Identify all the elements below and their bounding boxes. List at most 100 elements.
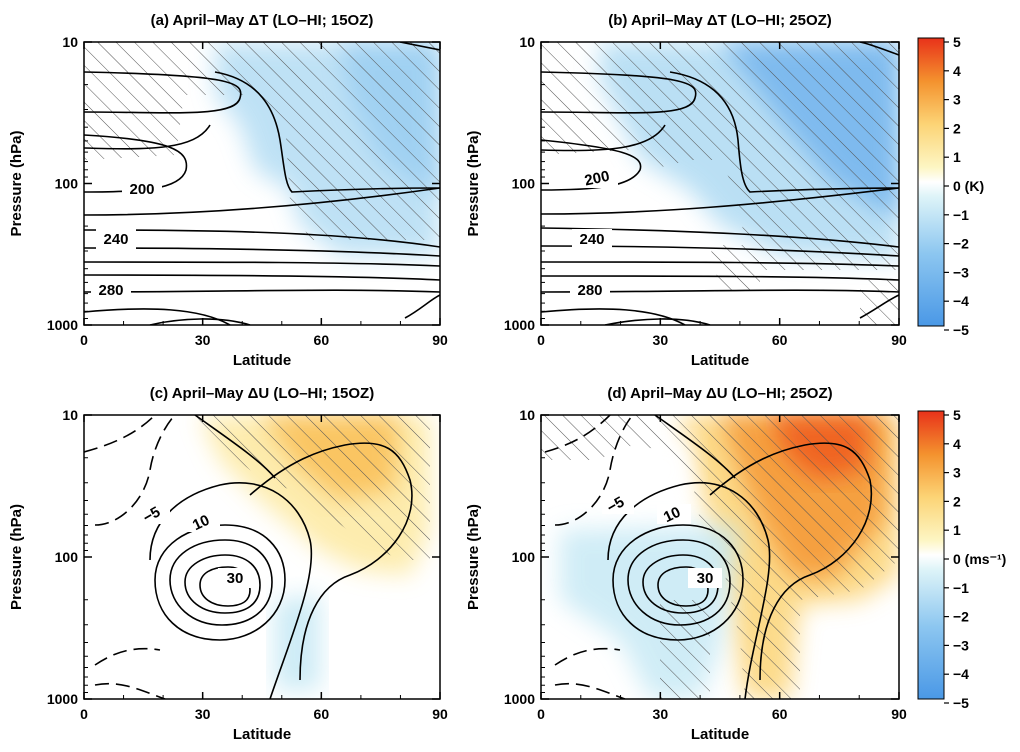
y-tick-label: 1000 bbox=[504, 317, 535, 333]
y-tick-label: 1000 bbox=[504, 691, 535, 707]
axes: 0 30 60 90 10 100 1000 Latitude Pressure (hPa) bbox=[8, 407, 448, 743]
colorbar-tick-label: −2 bbox=[953, 236, 969, 252]
x-axis-label: Latitude bbox=[691, 352, 749, 369]
panel-title: (a) April–May ΔT (LO–HI; 15OZ) bbox=[151, 12, 374, 29]
contour-label-box bbox=[570, 280, 610, 300]
x-tick-label: 0 bbox=[80, 706, 88, 722]
contour-label-box bbox=[186, 512, 220, 532]
x-axis-label: Latitude bbox=[691, 726, 749, 743]
y-axis-label: Pressure (hPa) bbox=[465, 504, 482, 610]
contour-label-30: 30 bbox=[697, 570, 714, 587]
contour-label-box bbox=[572, 229, 612, 249]
significance-hatching-lower bbox=[660, 600, 710, 699]
contour-label-box bbox=[688, 568, 722, 588]
y-tick-label: 10 bbox=[62, 34, 78, 50]
colorbar-ticks: 5 4 3 2 1 0 (ms⁻¹) −1 −2 −3 −4 −5 bbox=[944, 407, 1006, 711]
colorbar-tick-label: 2 bbox=[953, 120, 961, 136]
y-axis-label: Pressure (hPa) bbox=[8, 131, 25, 237]
colorbar-tick-label: 4 bbox=[953, 436, 961, 452]
colorbar-tick-label: −3 bbox=[953, 637, 969, 653]
x-tick-label: 30 bbox=[653, 706, 669, 722]
colorbar-tick-label: 3 bbox=[953, 465, 961, 481]
colorbar-wind bbox=[917, 410, 945, 700]
colorbar-tick-label: 3 bbox=[953, 92, 961, 108]
significance-hatching bbox=[84, 42, 440, 240]
axes: 0 30 60 90 10 100 1000 Latitude Pressure (hPa) bbox=[465, 34, 907, 369]
x-tick-label: 90 bbox=[432, 706, 448, 722]
contour-label-box bbox=[96, 229, 136, 249]
y-tick-label: 10 bbox=[62, 407, 78, 423]
colorbar-tick-label: 4 bbox=[953, 63, 961, 79]
contour-label-10: 10 bbox=[190, 512, 212, 534]
colorbar-tick-label: −5 bbox=[953, 322, 969, 338]
colorbar-tick-label: −1 bbox=[953, 580, 969, 596]
contour-label-240: 240 bbox=[579, 231, 604, 248]
x-tick-label: 30 bbox=[195, 332, 211, 348]
colorbar-tick-label: −4 bbox=[953, 293, 969, 309]
y-axis-label: Pressure (hPa) bbox=[8, 504, 25, 610]
panel-title: (b) April–May ΔT (LO–HI; 25OZ) bbox=[608, 12, 832, 29]
x-tick-label: 30 bbox=[195, 706, 211, 722]
colorbar-tick-label: 5 bbox=[953, 407, 961, 423]
x-tick-label: 0 bbox=[80, 332, 88, 348]
colorbar-temperature bbox=[917, 37, 945, 327]
contour-label-30: 30 bbox=[227, 570, 244, 587]
y-tick-label: 10 bbox=[519, 407, 535, 423]
contour-label-box bbox=[578, 168, 618, 188]
x-axis-label: Latitude bbox=[233, 352, 291, 369]
contour-label-minus5: −5 bbox=[604, 493, 627, 516]
contour-label-box bbox=[91, 280, 131, 300]
contour-label-minus5: −5 bbox=[140, 503, 163, 526]
panel-b: 200 240 280 (b) April–May ΔT (LO–HI; 25O… bbox=[465, 12, 984, 369]
x-tick-label: 30 bbox=[653, 332, 669, 348]
contour-label-240: 240 bbox=[103, 231, 128, 248]
contour-label-box bbox=[122, 179, 162, 199]
panel-title: (c) April–May ΔU (LO–HI; 15OZ) bbox=[150, 385, 374, 402]
colorbar-tick-label: −2 bbox=[953, 609, 969, 625]
wind-contours bbox=[84, 415, 413, 699]
contour-label-box bbox=[138, 504, 170, 524]
y-tick-label: 1000 bbox=[47, 691, 78, 707]
y-tick-label: 100 bbox=[512, 549, 536, 565]
contour-label-200: 200 bbox=[583, 168, 611, 190]
significance-hatching-lower bbox=[710, 245, 760, 290]
colorbar-tick-label: 5 bbox=[953, 34, 961, 50]
temperature-contours bbox=[84, 42, 440, 325]
y-tick-label: 100 bbox=[512, 176, 536, 192]
wind-anomaly-neutral bbox=[600, 440, 690, 500]
x-tick-label: 0 bbox=[537, 706, 545, 722]
x-tick-label: 0 bbox=[537, 332, 545, 348]
axes: 0 30 60 90 10 100 1000 Latitude Pressure (hPa) bbox=[8, 34, 448, 369]
colorbar-ticks: 5 4 3 2 1 0 (K) −1 −2 −3 −4 −5 bbox=[944, 34, 984, 338]
colorbar-tick-label: −4 bbox=[953, 666, 969, 682]
x-tick-label: 60 bbox=[314, 706, 330, 722]
colorbar-label: 0 (ms⁻¹) bbox=[953, 551, 1006, 567]
colorbar-tick-label: 1 bbox=[953, 522, 961, 538]
colorbar-tick-label: −3 bbox=[953, 264, 969, 280]
significance-hatching bbox=[195, 415, 430, 560]
significance-hatching-corner bbox=[860, 280, 899, 325]
contour-label-box bbox=[218, 568, 252, 588]
contour-label-box bbox=[657, 504, 691, 524]
wind-anomaly-negative bbox=[560, 525, 740, 699]
significance-hatching bbox=[541, 415, 899, 699]
y-tick-label: 100 bbox=[55, 549, 79, 565]
x-tick-label: 90 bbox=[891, 332, 907, 348]
x-tick-label: 60 bbox=[772, 332, 788, 348]
colorbar-label: 0 (K) bbox=[953, 178, 984, 194]
y-tick-label: 10 bbox=[519, 34, 535, 50]
panel-title: (d) April–May ΔU (LO–HI; 25OZ) bbox=[607, 385, 832, 402]
contour-label-280: 280 bbox=[98, 282, 123, 299]
x-tick-label: 60 bbox=[314, 332, 330, 348]
contour-label-280: 280 bbox=[577, 282, 602, 299]
contour-label-200: 200 bbox=[129, 181, 154, 198]
colorbar-tick-label: 2 bbox=[953, 493, 961, 509]
significance-hatching bbox=[541, 42, 899, 270]
colorbar-tick-label: 1 bbox=[953, 149, 961, 165]
panel-d: −5 10 30 (d) April–May ΔU (LO–HI; 25OZ) … bbox=[465, 385, 1006, 743]
panel-c: −5 10 30 (c) April–May ΔU (LO–HI; 15OZ) … bbox=[8, 385, 448, 743]
panel-a: 200 240 280 (a) April–May ΔT (LO–HI; 15O… bbox=[8, 12, 448, 369]
x-axis-label: Latitude bbox=[233, 726, 291, 743]
y-tick-label: 100 bbox=[55, 176, 79, 192]
x-tick-label: 90 bbox=[891, 706, 907, 722]
